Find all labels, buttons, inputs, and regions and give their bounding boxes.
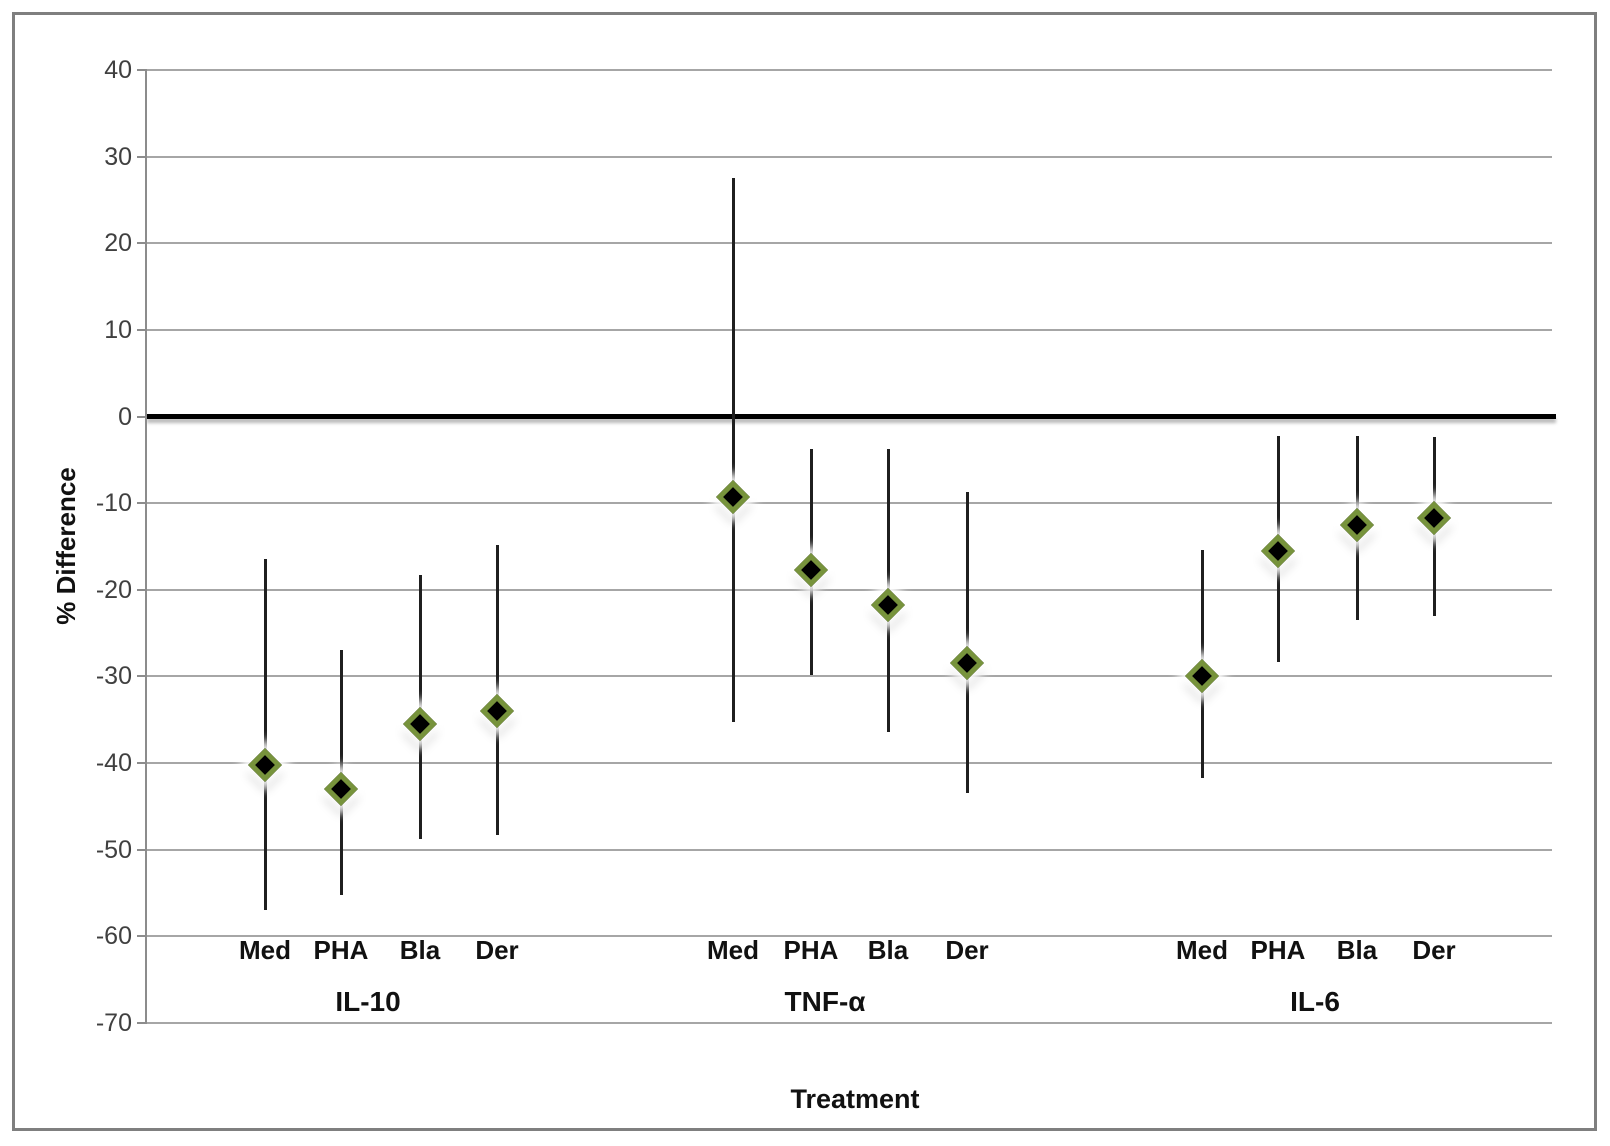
- category-label: Med: [239, 935, 291, 965]
- gridline: [147, 935, 1552, 938]
- gridline: [147, 588, 1552, 591]
- y-axis-tick: [137, 935, 147, 938]
- data-point-diamond-icon: [1340, 507, 1374, 542]
- y-axis-tick-label: -50: [95, 835, 132, 864]
- data-point-diamond-icon: [480, 694, 514, 729]
- category-label: Bla: [867, 935, 909, 965]
- y-axis-tick: [137, 502, 147, 505]
- gridline: [147, 328, 1552, 331]
- gridline: [147, 502, 1552, 505]
- error-bar: [965, 491, 969, 793]
- y-axis-tick-label: 20: [104, 229, 132, 258]
- y-axis-tick: [137, 1022, 147, 1024]
- category-label: Med: [707, 935, 759, 965]
- y-axis-tick: [137, 848, 147, 851]
- data-point-diamond-icon: [950, 645, 984, 680]
- category-label: Bla: [1336, 935, 1378, 965]
- y-axis-tick-label: -20: [95, 575, 132, 604]
- y-axis-tick: [137, 328, 147, 331]
- error-bar: [495, 544, 499, 835]
- y-axis-tick: [137, 415, 147, 418]
- y-axis-tick-label: 40: [104, 56, 132, 84]
- category-label: Med: [1176, 935, 1228, 965]
- data-point-diamond-icon: [871, 588, 905, 623]
- y-axis-line: [145, 70, 147, 1023]
- error-bar: [731, 178, 735, 723]
- data-point-diamond-icon: [1417, 500, 1451, 535]
- y-axis-tick-label: -10: [95, 489, 132, 518]
- y-axis-tick: [137, 69, 147, 71]
- category-label: PHA: [1250, 935, 1306, 965]
- y-axis-tick-label: -40: [95, 749, 132, 778]
- category-label: PHA: [313, 935, 369, 965]
- data-point-diamond-icon: [716, 480, 750, 515]
- category-label: Der: [475, 935, 519, 965]
- data-point-diamond-icon: [1185, 658, 1219, 693]
- group-label: TNF-α: [784, 986, 866, 1017]
- gridline: [147, 848, 1552, 851]
- x-axis-title: Treatment: [790, 1084, 920, 1114]
- error-bar: [263, 559, 267, 911]
- y-axis-title: % Difference: [51, 467, 81, 625]
- data-point-diamond-icon: [248, 747, 282, 782]
- group-label: IL-10: [335, 986, 401, 1017]
- gridline: [147, 675, 1552, 678]
- y-axis-tick-label: -60: [95, 922, 132, 951]
- category-label: Der: [1412, 935, 1456, 965]
- y-axis-tick-label: -30: [95, 662, 132, 691]
- y-axis-tick-label: 10: [104, 315, 132, 344]
- gridline: [147, 242, 1552, 245]
- y-axis-tick-label: -70: [95, 1009, 132, 1037]
- category-label: PHA: [783, 935, 839, 965]
- data-point-diamond-icon: [1261, 533, 1295, 568]
- group-label: IL-6: [1290, 986, 1340, 1017]
- y-axis-tick: [137, 588, 147, 591]
- data-point-diamond-icon: [794, 552, 828, 587]
- y-axis-tick: [137, 675, 147, 678]
- y-axis-tick-label: 0: [118, 402, 132, 431]
- zero-baseline: [147, 414, 1556, 420]
- y-axis-tick-label: 30: [104, 142, 132, 171]
- y-axis-tick: [137, 242, 147, 245]
- category-label: Bla: [399, 935, 441, 965]
- y-axis-tick: [137, 762, 147, 765]
- gridline: [147, 155, 1552, 158]
- y-axis-tick: [137, 155, 147, 158]
- gridline: [147, 1022, 1552, 1024]
- gridline: [147, 762, 1552, 765]
- data-point-diamond-icon: [324, 772, 358, 807]
- gridline: [147, 69, 1552, 71]
- category-label: Der: [945, 935, 989, 965]
- data-point-diamond-icon: [403, 707, 437, 742]
